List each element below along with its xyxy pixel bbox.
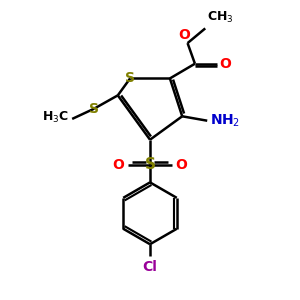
Text: O: O [179,28,190,42]
Text: S: S [145,157,155,172]
Text: CH$_3$: CH$_3$ [207,10,233,26]
Text: H$_3$C: H$_3$C [42,110,69,125]
Text: O: O [112,158,124,172]
Text: O: O [176,158,188,172]
Text: S: S [89,102,99,116]
Text: O: O [219,57,231,71]
Text: Cl: Cl [142,260,158,274]
Text: NH$_2$: NH$_2$ [210,112,240,129]
Text: S: S [125,71,135,85]
